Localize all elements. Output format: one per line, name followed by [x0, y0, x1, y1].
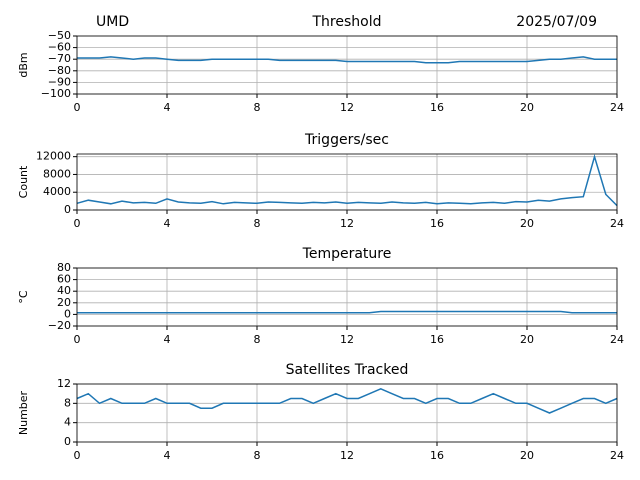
y-tick-label: 4 — [64, 416, 71, 429]
x-tick-label: 0 — [74, 101, 81, 114]
x-tick-label: 8 — [254, 101, 261, 114]
y-tick-label: 80 — [57, 261, 71, 274]
x-tick-label: 12 — [340, 449, 354, 462]
y-tick-label: 20 — [57, 296, 71, 309]
x-tick-label: 20 — [520, 217, 534, 230]
x-tick-label: 0 — [74, 333, 81, 346]
right-title: 2025/07/09 — [516, 14, 597, 30]
x-tick-label: 16 — [430, 333, 444, 346]
x-tick-label: 20 — [520, 333, 534, 346]
x-tick-label: 8 — [254, 333, 261, 346]
axes-title: Satellites Tracked — [286, 362, 409, 378]
y-axis-label: dBm — [17, 52, 30, 77]
y-tick-label: 0 — [64, 307, 71, 320]
x-tick-label: 24 — [610, 449, 624, 462]
data-line — [76, 387, 618, 414]
y-tick-label: 12000 — [36, 150, 71, 163]
y-tick-label: −60 — [48, 41, 71, 54]
x-tick-label: 4 — [164, 333, 171, 346]
x-tick-label: 24 — [610, 101, 624, 114]
data-line — [77, 56, 617, 64]
y-tick-label: −70 — [48, 52, 71, 65]
y-tick-label: 0 — [64, 203, 71, 216]
y-tick-label: 8000 — [43, 167, 71, 180]
x-tick-label: 8 — [254, 449, 261, 462]
x-tick-label: 16 — [430, 101, 444, 114]
axes-title: Temperature — [302, 246, 392, 262]
x-tick-label: 4 — [164, 217, 171, 230]
x-tick-label: 12 — [340, 101, 354, 114]
x-tick-label: 4 — [164, 101, 171, 114]
x-tick-label: 20 — [520, 101, 534, 114]
axes-frame — [76, 383, 618, 443]
y-tick-label: −80 — [48, 64, 71, 77]
x-tick-label: 12 — [340, 217, 354, 230]
x-tick-label: 0 — [74, 449, 81, 462]
data-line — [76, 154, 618, 207]
y-tick-label: −100 — [41, 87, 71, 100]
x-tick-label: 16 — [430, 449, 444, 462]
x-tick-label: 24 — [610, 333, 624, 346]
y-tick-label: 0 — [64, 435, 71, 448]
y-tick-label: 8 — [64, 396, 71, 409]
y-axis-label: Count — [17, 165, 30, 198]
x-tick-label: 0 — [74, 217, 81, 230]
data-line — [77, 310, 617, 314]
x-tick-label: 24 — [610, 217, 624, 230]
x-tick-label: 12 — [340, 333, 354, 346]
x-tick-label: 4 — [164, 449, 171, 462]
y-tick-label: −20 — [48, 319, 71, 332]
left-title: UMD — [96, 14, 129, 30]
y-tick-label: 12 — [57, 377, 71, 390]
y-tick-label: 60 — [57, 273, 71, 286]
y-axis-label: °C — [17, 290, 30, 304]
axes-frame — [76, 35, 618, 95]
x-tick-label: 8 — [254, 217, 261, 230]
y-axis-label: Number — [17, 390, 30, 435]
y-tick-label: −90 — [48, 75, 71, 88]
x-tick-label: 20 — [520, 449, 534, 462]
y-tick-label: 40 — [57, 284, 71, 297]
axes-frame — [76, 153, 618, 211]
axes-frame — [76, 267, 618, 327]
axes-title: Threshold — [312, 14, 382, 30]
axes-title: Triggers/sec — [304, 132, 389, 148]
x-tick-label: 16 — [430, 217, 444, 230]
y-tick-label: 4000 — [43, 185, 71, 198]
y-tick-label: −50 — [48, 29, 71, 42]
